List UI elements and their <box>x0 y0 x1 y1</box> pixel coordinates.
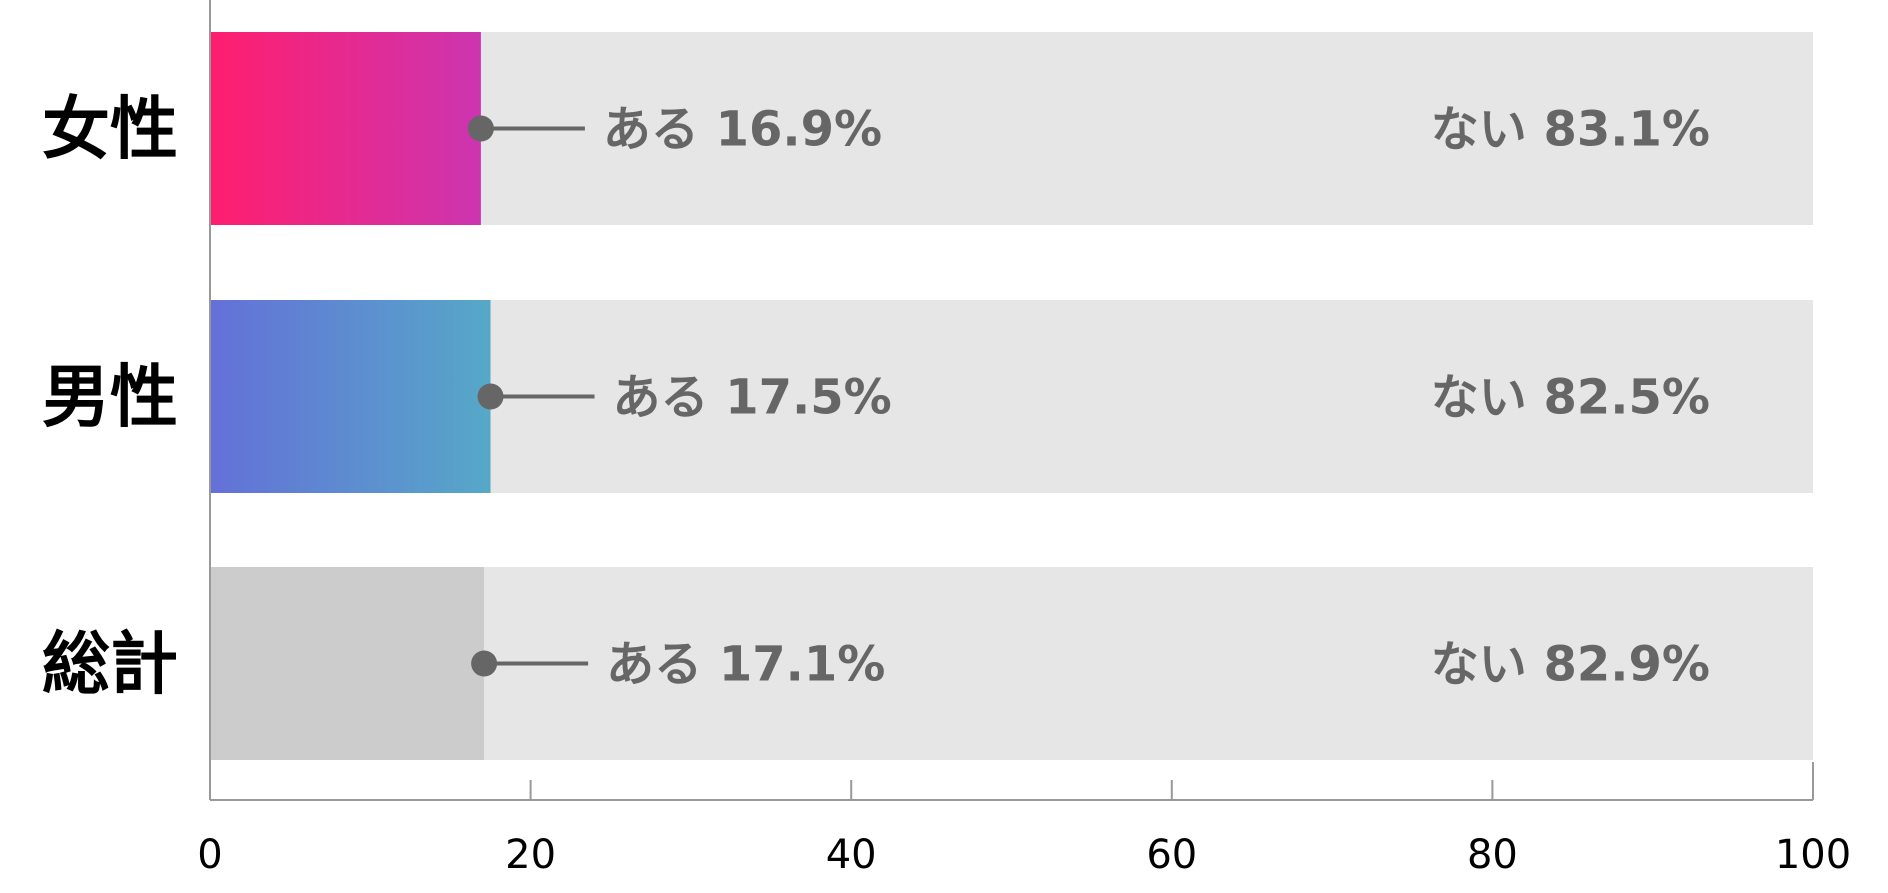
category-label-1: 男性 <box>42 359 178 438</box>
label-no-2: ない 82.9% <box>1431 637 1710 693</box>
leader-dot-1 <box>477 383 504 410</box>
leader-dot-0 <box>467 115 494 142</box>
category-label-2: 総計 <box>42 626 178 705</box>
x-tick-label-2: 40 <box>826 832 877 878</box>
x-tick-label-0: 0 <box>197 832 222 878</box>
bar-no-2 <box>484 567 1813 760</box>
label-yes-0: ある 16.9% <box>603 102 882 158</box>
bar-no-1 <box>490 300 1813 493</box>
bar-yes-1 <box>210 300 491 493</box>
x-tick-label-1: 20 <box>505 832 556 878</box>
leader-dot-2 <box>471 650 498 677</box>
x-tick-label-4: 80 <box>1467 832 1518 878</box>
bar-yes-0 <box>210 32 481 225</box>
x-tick-label-3: 60 <box>1146 832 1197 878</box>
label-yes-2: ある 17.1% <box>606 637 885 693</box>
label-no-1: ない 82.5% <box>1431 370 1710 426</box>
label-yes-1: ある 17.5% <box>613 370 892 426</box>
x-tick-label-5: 100 <box>1775 832 1851 878</box>
bar-yes-2 <box>210 567 485 760</box>
bars-group <box>210 32 1814 760</box>
bar-no-0 <box>480 32 1814 225</box>
axes-group: 0 20 40 60 80 100 <box>197 0 1851 878</box>
label-no-0: ない 83.1% <box>1431 102 1710 158</box>
category-label-0: 女性 <box>42 91 178 170</box>
